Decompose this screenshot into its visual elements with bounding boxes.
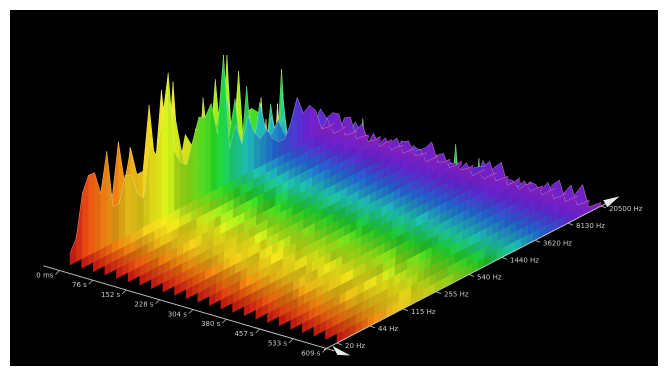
time-axis — [43, 265, 335, 352]
spectrum-cell — [525, 183, 532, 190]
spectrum-cell — [408, 148, 416, 156]
time-tick-mark — [88, 279, 94, 285]
frequency-tick-mark — [435, 291, 442, 294]
spectrum-cell — [125, 174, 132, 237]
time-tick-mark — [255, 328, 260, 334]
spectrum-cell — [374, 135, 381, 146]
spectrum-cell — [536, 185, 544, 193]
spectrum-cell — [397, 145, 404, 152]
frequency-tick-mark — [402, 308, 409, 312]
spectrum-cell — [448, 162, 456, 182]
spectrum-cell — [478, 168, 486, 176]
spectrum-cell — [583, 199, 590, 207]
spectrum-cell — [180, 161, 187, 209]
spectrum-cell — [501, 175, 509, 183]
spectrum-cell — [455, 160, 462, 169]
frequency-tick-mark — [501, 257, 508, 260]
spectrum-cell — [339, 125, 346, 135]
time-tick-label: 304 s — [168, 310, 188, 318]
waterfall-chart: 0 ms 76 s 152 s 228 s 304 s 380 s 457 s 533 s 60… — [36, 54, 643, 357]
frequency-tick-label: 8130 Hz — [576, 222, 605, 230]
spectrum-cell — [385, 139, 393, 149]
spectrum-cell — [88, 172, 95, 256]
spectrum-cell — [303, 104, 310, 145]
spectrum-cell — [576, 183, 583, 220]
spectrum-surface — [69, 54, 602, 344]
frequency-tick-mark — [600, 205, 607, 209]
frequency-tick-label: 115 Hz — [411, 308, 436, 316]
time-tick-mark — [155, 299, 160, 305]
spectrum-cell — [204, 103, 212, 196]
spectrum-cell — [69, 238, 77, 266]
spectrum-cell — [571, 196, 578, 203]
frequency-tick-mark — [534, 239, 541, 243]
spectrum-cell — [582, 184, 589, 216]
time-tick-mark — [121, 289, 127, 295]
frequency-tick-label: 20 Hz — [345, 342, 365, 350]
time-tick-label: 76 s — [72, 281, 87, 289]
frequency-tick-mark — [336, 342, 343, 346]
spectrum-cell — [94, 172, 101, 253]
time-ticks: 0 ms 76 s 152 s 228 s 304 s 380 s 457 s 533 s 60… — [36, 270, 327, 357]
frequency-tick-label: 3620 Hz — [543, 239, 572, 247]
spectrum-cell — [362, 134, 369, 142]
frequency-tick-label: 44 Hz — [378, 325, 398, 333]
frequency-tick-mark — [567, 222, 574, 226]
time-tick-mark — [222, 318, 227, 324]
spectrum-cell — [161, 72, 169, 218]
spectrum-cell — [327, 123, 335, 132]
spectrum-frame-line — [69, 54, 335, 254]
spectrum-cell — [506, 179, 514, 199]
frequency-tick-label: 255 Hz — [444, 291, 469, 299]
frequency-tick-label: 20500 Hz — [609, 205, 643, 213]
frequency-axis — [323, 202, 607, 351]
time-tick-label: 228 s — [134, 301, 154, 309]
spectrum-cell — [198, 116, 206, 199]
spectrum-cell — [559, 192, 567, 200]
spectrum-cell — [467, 164, 474, 173]
spectrum-cell — [432, 155, 439, 163]
time-tick-label: 380 s — [201, 320, 221, 328]
spectrum-cell — [553, 179, 560, 213]
spectrum-cell — [350, 130, 358, 139]
spectrum-cell — [290, 97, 298, 151]
frequency-tick-label: 1440 Hz — [510, 256, 539, 264]
frequency-tick-mark — [468, 274, 475, 277]
spectrum-cell — [149, 142, 157, 224]
spectrum-cell — [137, 193, 144, 231]
chart-axes: 0 ms 76 s 152 s 228 s 304 s 380 s 457 s 533 s 60… — [36, 196, 643, 357]
frequency-tick-mark — [369, 325, 376, 329]
spectrum-cell — [82, 175, 89, 259]
time-tick-label: 152 s — [101, 291, 121, 299]
time-tick-label: 457 s — [234, 330, 254, 338]
waterfall-plot: 0 ms 76 s 152 s 228 s 304 s 380 s 457 s 533 s 60… — [10, 10, 658, 366]
spectrum-cell — [100, 151, 108, 250]
time-tick-label: 533 s — [268, 340, 288, 348]
spectrum-cell — [548, 188, 555, 196]
spectrum-cell — [513, 177, 520, 186]
time-tick-mark — [288, 338, 294, 344]
spectrum-cell — [495, 161, 502, 196]
time-tick-label: 0 ms — [36, 271, 53, 279]
spectrum-cell — [332, 112, 339, 148]
spectrum-cell — [420, 151, 428, 159]
spectrum-cell — [309, 104, 316, 142]
time-tick-label: 609 s — [301, 349, 321, 357]
frequency-axis-arrow — [603, 196, 620, 208]
spectrum-cell — [75, 193, 83, 263]
time-tick-mark — [188, 309, 194, 314]
spectrum-cell — [443, 158, 451, 166]
time-axis-arrow — [332, 345, 351, 356]
spectrum-cell — [490, 172, 497, 180]
time-tick-mark — [322, 348, 327, 353]
frequency-ticks: 20 Hz 44 Hz 115 Hz 255 Hz 540 Hz 1440 Hz 3620 … — [336, 205, 643, 350]
frequency-tick-label: 540 Hz — [477, 274, 502, 282]
time-tick-mark — [55, 270, 60, 275]
spectrum-cell — [112, 203, 120, 244]
